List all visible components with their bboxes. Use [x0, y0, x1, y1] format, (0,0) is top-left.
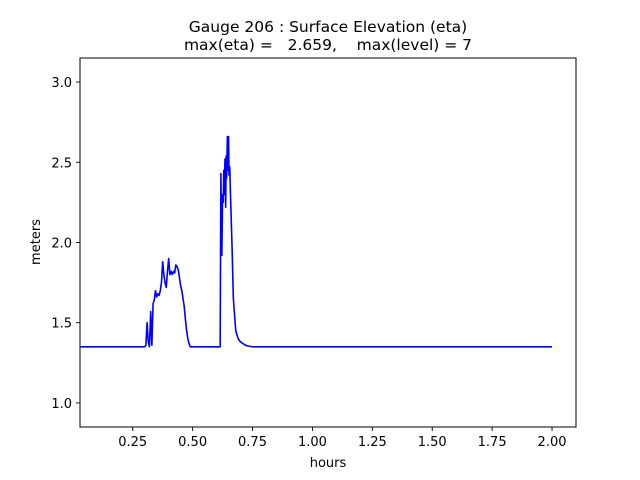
- y-axis-label: meters: [29, 219, 44, 265]
- y-tick-label: 3.0: [51, 76, 72, 91]
- chart-subtitle: max(eta) = 2.659, max(level) = 7: [184, 36, 472, 54]
- plot-frame: [79, 57, 577, 428]
- y-tick-label: 1.0: [51, 397, 72, 412]
- series-line-eta: [80, 135, 553, 348]
- x-tick-label: 0.25: [118, 435, 147, 450]
- chart-title: Gauge 206 : Surface Elevation (eta): [189, 18, 467, 36]
- x-tick-label: 1.00: [298, 435, 327, 450]
- x-tick-label: 1.50: [418, 435, 447, 450]
- x-tick-label: 0.75: [238, 435, 267, 450]
- x-tick-label: 1.25: [358, 435, 387, 450]
- x-tick-label: 2.00: [538, 435, 567, 450]
- x-axis-label: hours: [310, 456, 347, 471]
- y-tick-label: 2.5: [51, 156, 72, 171]
- x-tick-label: 1.75: [478, 435, 507, 450]
- y-tick-label: 2.0: [51, 237, 72, 252]
- y-tick-label: 1.5: [51, 317, 72, 332]
- plot-layer: [80, 135, 553, 348]
- ticks-layer: 0.25 0.50 0.75 1.00 1.25 1.50 1.75 2.00 1.0 1.5 2.…: [51, 76, 566, 450]
- x-tick-label: 0.50: [178, 435, 207, 450]
